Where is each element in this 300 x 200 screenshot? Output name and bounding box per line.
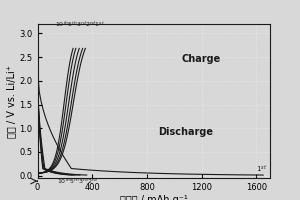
X-axis label: 比容量 / mAh g⁻¹: 比容量 / mAh g⁻¹ — [120, 195, 188, 200]
Text: $1^{st}$: $1^{st}$ — [256, 163, 267, 174]
Text: Charge: Charge — [182, 54, 221, 64]
Text: $10^{th}5^{th}3^{rd}2^{nd}1^{st}$: $10^{th}5^{th}3^{rd}2^{nd}1^{st}$ — [55, 19, 105, 29]
Text: Discharge: Discharge — [158, 127, 213, 137]
Text: $10^{th}5^{th}3^{rd}2^{nd}$: $10^{th}5^{th}3^{rd}2^{nd}$ — [57, 177, 99, 186]
Y-axis label: 电压 / V vs. Li/Li⁺: 电压 / V vs. Li/Li⁺ — [7, 64, 16, 138]
